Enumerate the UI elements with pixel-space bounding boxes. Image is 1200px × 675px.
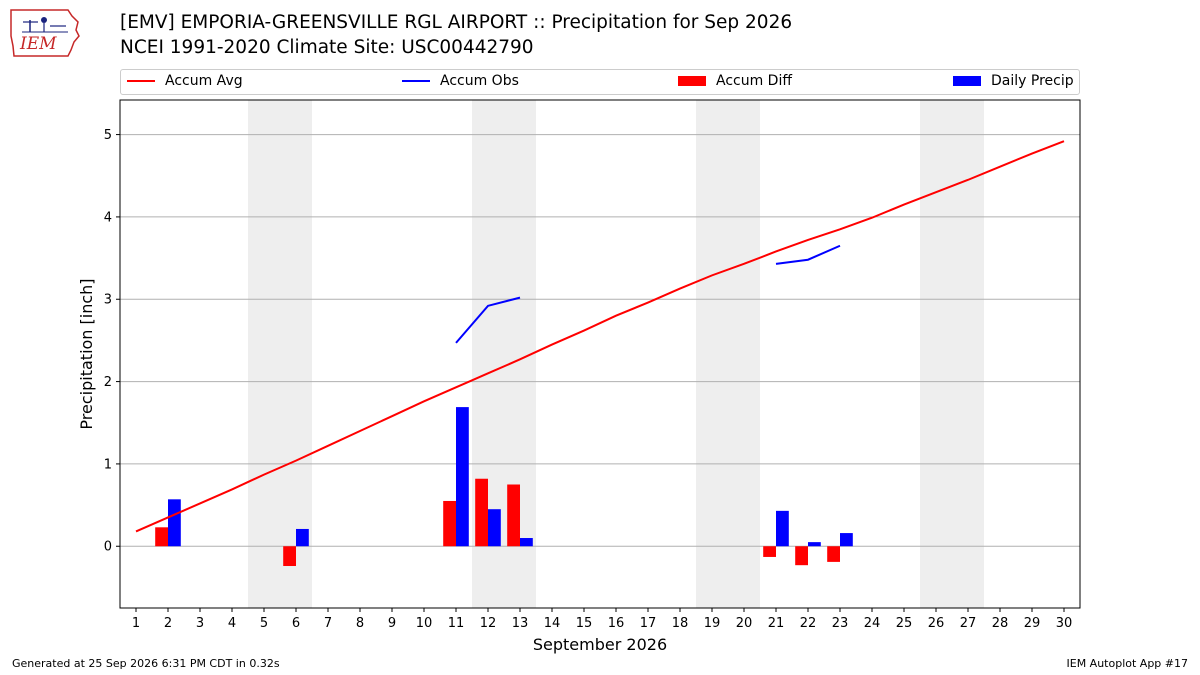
daily-precip-bar [520, 538, 533, 547]
x-tick-label: 18 [672, 616, 689, 631]
x-tick-label: 17 [640, 616, 657, 631]
y-tick-label: 1 [104, 457, 112, 472]
legend-item-accum-diff: Accum Diff [678, 73, 792, 89]
x-tick-label: 30 [1056, 616, 1073, 631]
legend-swatch-accum-obs [402, 80, 430, 82]
x-axis-label: September 2026 [533, 635, 667, 654]
x-tick-label: 25 [896, 616, 913, 631]
x-tick-label: 9 [388, 616, 396, 631]
weekend-shade [248, 100, 312, 608]
x-tick-label: 1 [132, 616, 140, 631]
daily-precip-bar [488, 509, 501, 547]
legend-swatch-accum-avg [127, 80, 155, 82]
x-tick-label: 11 [448, 616, 465, 631]
y-axis-label: Precipitation [inch] [77, 278, 96, 429]
x-tick-label: 24 [864, 616, 881, 631]
x-tick-label: 12 [480, 616, 497, 631]
accum-diff-bar [507, 484, 520, 547]
accum-diff-bar [827, 546, 840, 562]
weekend-shade [920, 100, 984, 608]
legend-label: Daily Precip [991, 73, 1074, 89]
x-tick-label: 22 [800, 616, 817, 631]
legend-swatch-daily-precip [953, 76, 981, 86]
footer-app: IEM Autoplot App #17 [1066, 657, 1189, 670]
x-tick-label: 27 [960, 616, 977, 631]
chart-legend: Accum Avg Accum Obs Accum Diff Daily Pre… [120, 69, 1080, 95]
chart-subtitle: NCEI 1991-2020 Climate Site: USC00442790 [120, 37, 534, 58]
accum-diff-bar [155, 527, 168, 547]
legend-label: Accum Obs [440, 73, 519, 89]
x-tick-label: 20 [736, 616, 753, 631]
x-tick-label: 6 [292, 616, 300, 631]
x-tick-label: 2 [164, 616, 172, 631]
x-tick-label: 13 [512, 616, 529, 631]
accum-diff-bar [795, 546, 808, 566]
x-tick-label: 3 [196, 616, 204, 631]
daily-precip-bar [808, 542, 821, 547]
y-tick-label: 3 [104, 293, 112, 308]
x-tick-label: 7 [324, 616, 332, 631]
accum-diff-bar [283, 546, 296, 567]
daily-precip-bar [456, 407, 469, 547]
chart-title: [EMV] EMPORIA-GREENSVILLE RGL AIRPORT ::… [120, 12, 793, 33]
accum-diff-bar [443, 500, 456, 547]
weekend-shade [696, 100, 760, 608]
x-tick-label: 16 [608, 616, 625, 631]
daily-precip-bar [840, 533, 853, 547]
legend-item-accum-avg: Accum Avg [127, 73, 243, 89]
x-tick-label: 26 [928, 616, 945, 631]
x-tick-label: 5 [260, 616, 268, 631]
plot-frame [119, 99, 1081, 609]
accum-diff-bar [763, 546, 776, 557]
iowa-map-logo-icon [10, 9, 80, 57]
y-tick-label: 5 [104, 128, 112, 143]
x-tick-label: 23 [832, 616, 849, 631]
x-tick-label: 10 [416, 616, 433, 631]
accum-obs-line [775, 244, 841, 265]
daily-precip-bar [168, 499, 181, 547]
daily-precip-bar [296, 528, 309, 547]
iem-logo: IEM [8, 6, 82, 60]
legend-swatch-accum-diff [678, 76, 706, 86]
accum-diff-bar [475, 478, 488, 547]
x-tick-label: 15 [576, 616, 593, 631]
logo-text: IEM [20, 34, 57, 54]
legend-item-daily-precip: Daily Precip [953, 73, 1074, 89]
x-tick-label: 14 [544, 616, 561, 631]
y-tick-label: 4 [104, 210, 112, 225]
legend-label: Accum Avg [165, 73, 243, 89]
accum-obs-line [455, 296, 521, 344]
y-tick-label: 0 [104, 540, 112, 555]
x-tick-label: 28 [992, 616, 1009, 631]
x-tick-label: 19 [704, 616, 721, 631]
y-tick-label: 2 [104, 375, 112, 390]
x-tick-label: 4 [228, 616, 236, 631]
footer-generated: Generated at 25 Sep 2026 6:31 PM CDT in … [12, 657, 280, 670]
x-tick-label: 21 [768, 616, 785, 631]
accum-avg-line [135, 140, 1065, 533]
legend-item-accum-obs: Accum Obs [402, 73, 519, 89]
x-tick-label: 29 [1024, 616, 1041, 631]
x-tick-label: 8 [356, 616, 364, 631]
daily-precip-bar [776, 510, 789, 547]
legend-label: Accum Diff [716, 73, 793, 89]
